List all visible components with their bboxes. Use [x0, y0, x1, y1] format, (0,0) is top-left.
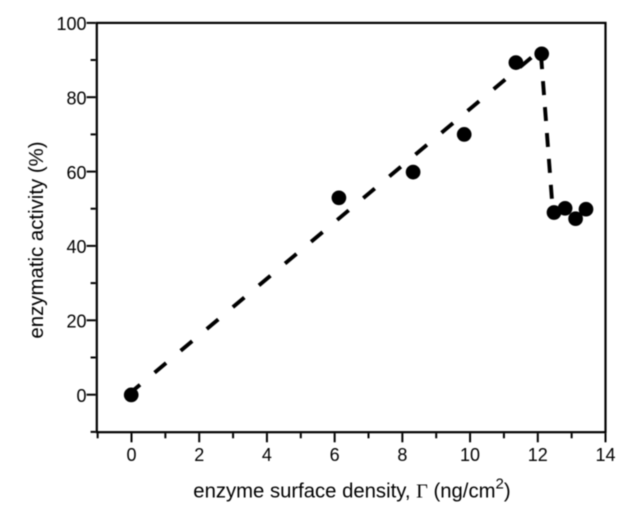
svg-text:enzymatic activity (%): enzymatic activity (%) [26, 141, 48, 338]
svg-text:40: 40 [66, 237, 86, 257]
svg-text:4: 4 [262, 445, 272, 465]
svg-text:enzyme surface density, Γ (ng/: enzyme surface density, Γ (ng/cm2) [193, 476, 510, 503]
svg-text:2: 2 [194, 445, 204, 465]
svg-text:10: 10 [460, 445, 480, 465]
svg-text:8: 8 [397, 445, 407, 465]
svg-text:0: 0 [126, 445, 136, 465]
svg-text:80: 80 [66, 89, 86, 109]
svg-text:100: 100 [56, 14, 86, 34]
svg-text:60: 60 [66, 163, 86, 183]
svg-text:12: 12 [528, 445, 548, 465]
svg-text:0: 0 [76, 386, 86, 406]
svg-text:14: 14 [595, 445, 615, 465]
svg-text:20: 20 [66, 312, 86, 332]
svg-text:6: 6 [330, 445, 340, 465]
